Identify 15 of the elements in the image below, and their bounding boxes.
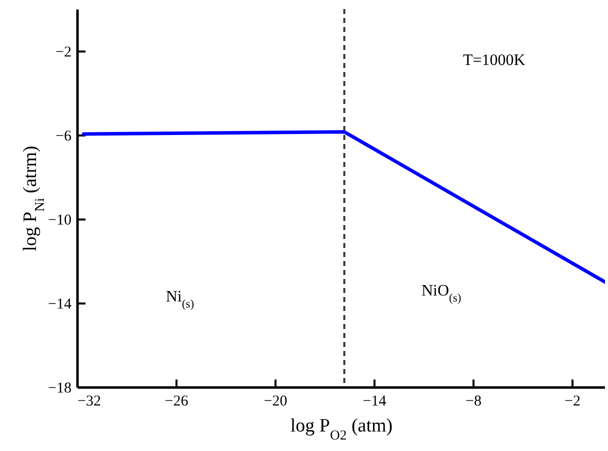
annotation: Ni$_{(s)}$: [166, 288, 194, 310]
y-tick-label: −2: [56, 44, 72, 60]
y-tick-label: −14: [48, 296, 72, 312]
y-tick-label: −18: [48, 380, 72, 396]
x-tick-label: −20: [264, 394, 288, 410]
x-tick-label: −14: [362, 394, 387, 410]
x-tick-label: −32: [78, 394, 101, 410]
annotation: NiO$_{(s)}$: [421, 282, 462, 305]
x-tick-label: −26: [164, 394, 189, 410]
x-tick-label: −2: [564, 394, 580, 410]
y-tick-label: −10: [48, 212, 72, 228]
annotation: T=1000K: [462, 52, 526, 70]
x-axis-title: log P$_{O2}$ (atm): [290, 416, 393, 442]
x-tick-label: −8: [466, 394, 482, 410]
y-tick-label: −6: [56, 128, 72, 144]
